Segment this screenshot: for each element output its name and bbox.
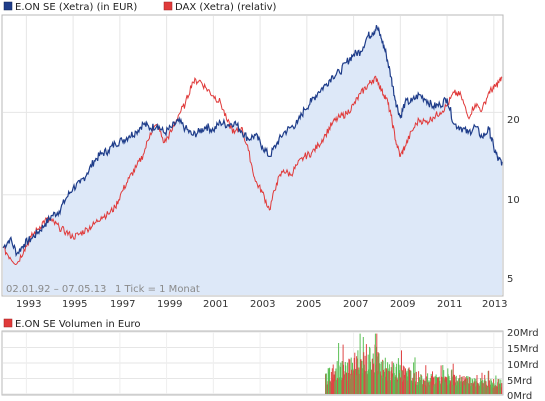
volume-plot-border (1, 330, 504, 396)
legend-label-dax: DAX (Xetra) (relativ) (175, 2, 277, 13)
x-tick-2001: 2001 (203, 299, 228, 310)
x-tick-2013: 2013 (482, 299, 507, 310)
x-tick-2011: 2011 (437, 299, 462, 310)
date-range-label: 02.01.92 – 07.05.13 (6, 284, 106, 295)
vol-tick-10: 10Mrd (507, 360, 539, 371)
x-tick-2005: 2005 (296, 299, 321, 310)
main-plot-area (1, 14, 504, 297)
dax-series-line (2, 75, 503, 266)
x-tick-1995: 1995 (62, 299, 87, 310)
x-tick-1997: 1997 (110, 299, 135, 310)
eon-area-fill (3, 25, 502, 295)
eon-series-line (2, 25, 503, 258)
legend-swatch-dax (163, 1, 173, 11)
legend-label-volume: E.ON SE Volumen in Euro (15, 319, 141, 330)
x-tick-2003: 2003 (250, 299, 275, 310)
x-axis-labels: 1993 1995 1997 1999 2001 2003 2005 2007 … (16, 299, 507, 310)
vol-tick-5: 5Mrd (507, 376, 532, 387)
main-plot-border (1, 14, 504, 297)
legend-label-eon: E.ON SE (Xetra) (in EUR) (15, 2, 137, 13)
tick-interval-label: 1 Tick = 1 Monat (115, 284, 200, 295)
y-tick-20: 20 (507, 115, 520, 126)
volume-plot-area (1, 330, 504, 396)
legend-swatch-eon (3, 1, 13, 11)
x-tick-2007: 2007 (343, 299, 368, 310)
y-tick-5: 5 (507, 274, 513, 285)
x-tick-1993: 1993 (16, 299, 41, 310)
y-tick-10: 10 (507, 195, 520, 206)
vol-tick-20: 20Mrd (507, 328, 539, 339)
vol-tick-15: 15Mrd (507, 344, 539, 355)
x-tick-1999: 1999 (157, 299, 182, 310)
x-tick-2009: 2009 (390, 299, 415, 310)
vol-tick-0: 0Mrd (507, 391, 532, 401)
legend-swatch-volume (3, 318, 13, 328)
volume-bars (325, 333, 503, 394)
